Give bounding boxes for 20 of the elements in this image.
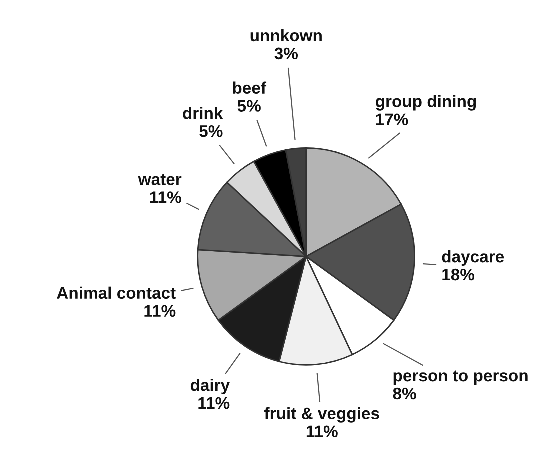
data-label: 8% (393, 388, 416, 400)
data-label: 11% (150, 192, 182, 204)
data-label: 17% (376, 114, 408, 126)
slice-label: water (138, 174, 182, 186)
slice-label: beef (233, 82, 267, 94)
slice-label: group dining (376, 95, 476, 111)
slice-label: person to person (394, 370, 528, 386)
slice-label: drink (183, 107, 224, 120)
slice-label: fruit & veggies (264, 407, 380, 423)
data-label: 3% (274, 48, 298, 60)
slice-label: Animal contact (57, 286, 176, 300)
slice-label: dairy (190, 378, 230, 395)
data-label: 5% (238, 100, 261, 112)
data-label: 11% (306, 426, 338, 438)
data-label: 11% (198, 397, 230, 410)
data-label: 5% (200, 126, 223, 138)
slice-label: unnkown (250, 29, 322, 42)
data-label: 11% (144, 305, 176, 318)
data-label: 18% (442, 268, 475, 281)
slice-label: daycare (442, 250, 504, 266)
